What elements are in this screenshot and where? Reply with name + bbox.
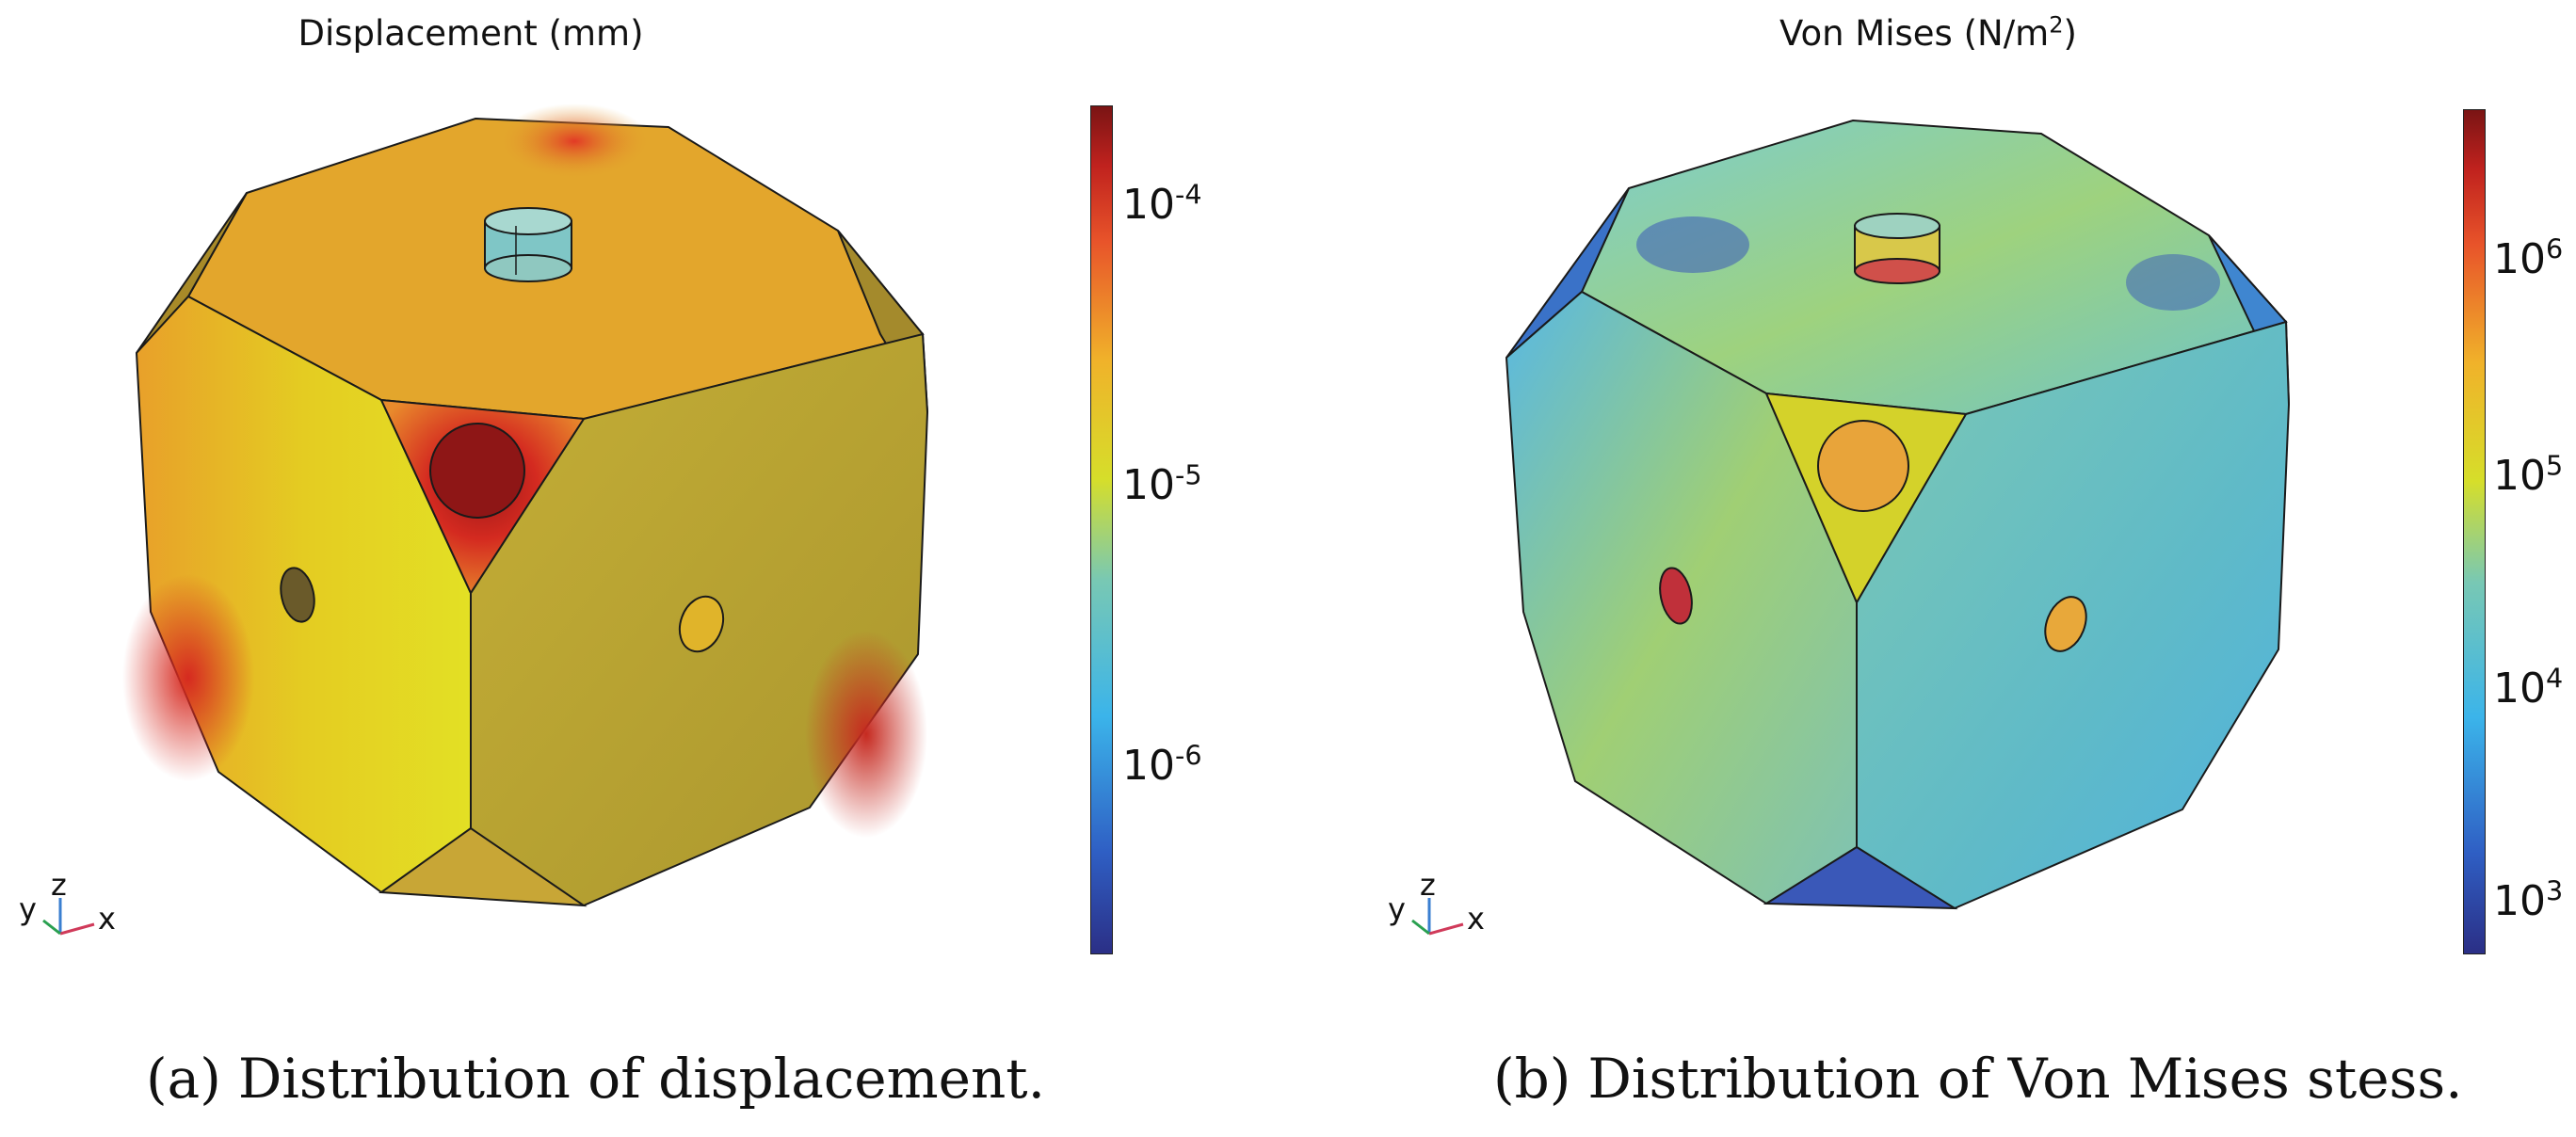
displacement-3d-render (122, 104, 929, 907)
right-hole (678, 595, 725, 653)
panel-von-mises: Von Mises (N/m2) (1288, 0, 2576, 1137)
caption: (a) Distribution of displacement. (146, 1047, 1046, 1111)
colorbar-tick: 10-5 (1122, 458, 1202, 509)
axis-x-label: x (1467, 901, 1485, 937)
von-mises-3d-render (1505, 119, 2291, 910)
left-hole (1659, 567, 1693, 625)
colorbar-tick: 10-4 (1122, 178, 1202, 229)
axis-z-label: z (1420, 867, 1436, 903)
axis-x-label: x (98, 901, 116, 937)
axis-y-label: y (19, 891, 37, 927)
left-hole (280, 567, 315, 623)
colorbar-tick: 105 (2493, 449, 2564, 500)
caption: (b) Distribution of Von Mises stess. (1493, 1047, 2463, 1111)
colorbar (2463, 109, 2486, 954)
axis-z-label: z (51, 867, 67, 903)
axis-triad-icon (42, 898, 95, 936)
axis-triad: y z x (19, 870, 122, 951)
plot-title: Von Mises (N/m2) (1779, 11, 2077, 54)
plot-title: Displacement (mm) (298, 13, 644, 54)
axis-triad: y z x (1388, 870, 1491, 951)
top-cylinder (1854, 213, 1940, 284)
axis-triad-icon (1411, 898, 1464, 936)
colorbar-tick: 106 (2493, 232, 2564, 283)
bottom-bevel (1763, 845, 1958, 910)
colorbar (1090, 105, 1113, 954)
bottom-bevel (378, 826, 588, 907)
panel-displacement: Displacement (mm) (19, 13, 1202, 1111)
colorbar-tick: 104 (2493, 662, 2564, 713)
colorbar-tick: 10-6 (1122, 739, 1202, 790)
colorbar-tick: 103 (2493, 874, 2564, 925)
axis-y-label: y (1388, 891, 1406, 927)
top-cylinder (484, 207, 572, 282)
right-hole (2044, 596, 2087, 652)
